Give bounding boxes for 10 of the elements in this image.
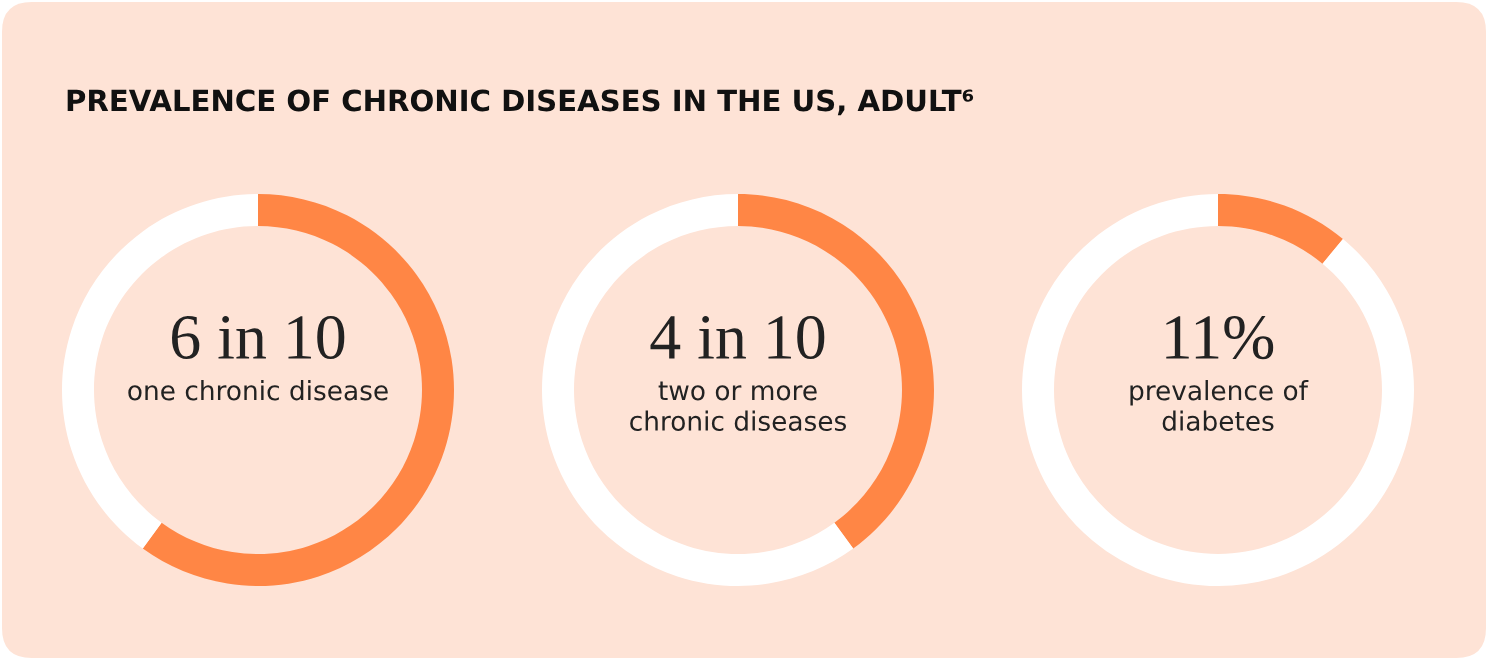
text: 11% <box>1166 315 1274 360</box>
text: one chronic disease <box>128 380 388 401</box>
text: 6 in 10 <box>172 315 345 360</box>
text: 4 in 10 <box>650 315 825 360</box>
donut-slice <box>1022 194 1414 586</box>
donut-slice <box>1218 194 1343 264</box>
donut-slice <box>542 194 854 586</box>
text: PREVALENCE OF CHRONIC DISEASES IN THE US, ADULT⁶ <box>67 89 974 116</box>
text: two or more chronic diseases <box>630 381 846 431</box>
text: prevalence of diabetes <box>1130 380 1309 431</box>
